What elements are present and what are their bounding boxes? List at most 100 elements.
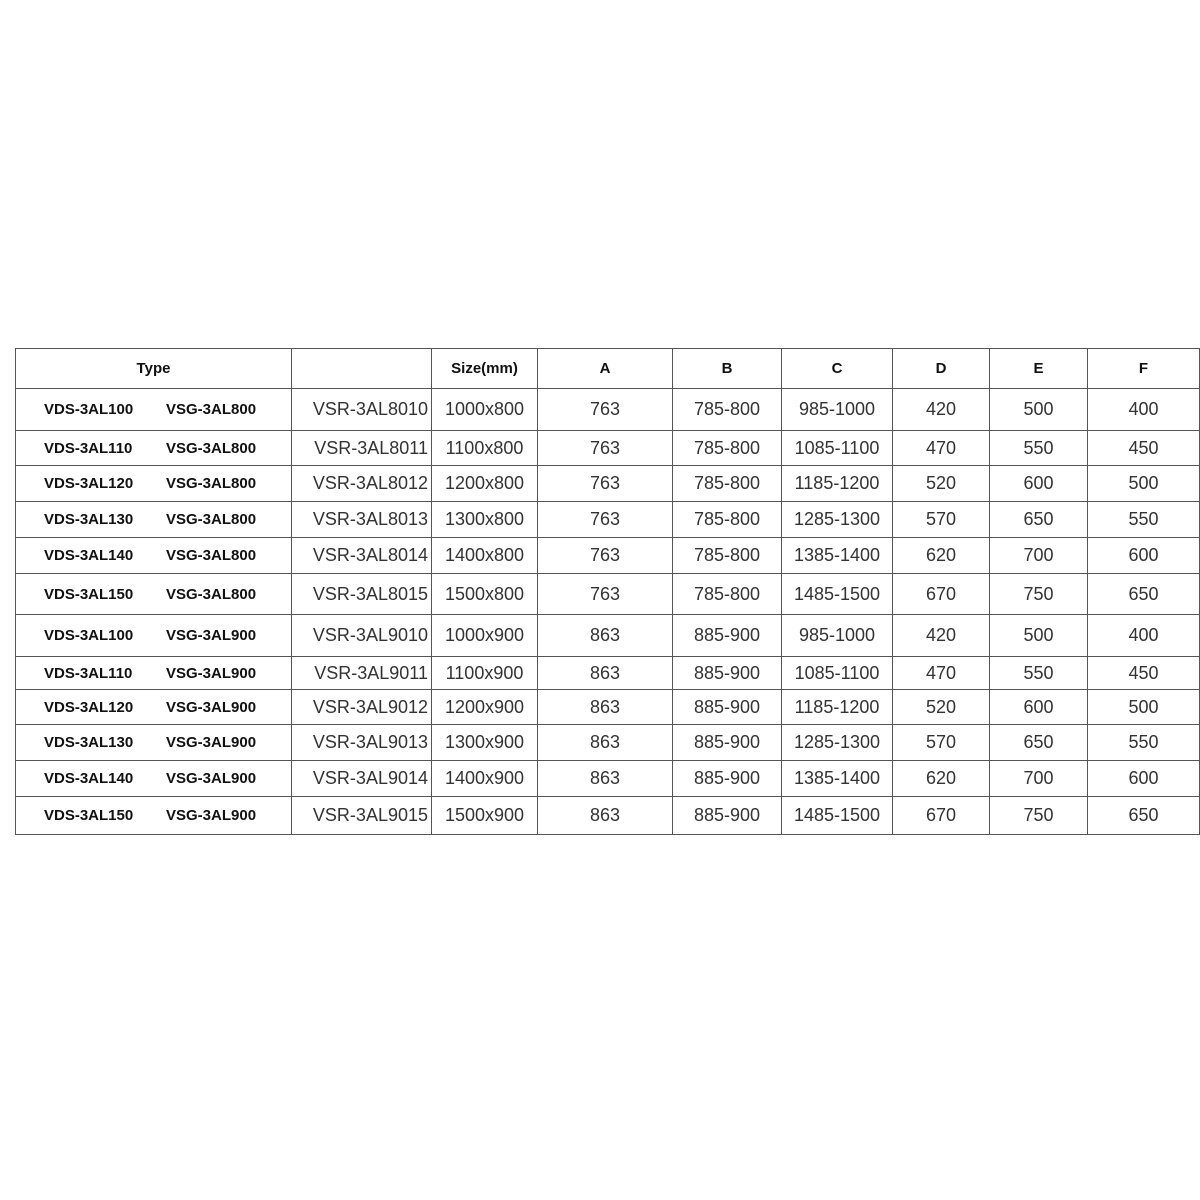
- vds-code: VDS-3AL100: [44, 627, 134, 644]
- cell-d: 620: [892, 760, 990, 797]
- header-f: F: [1087, 348, 1200, 389]
- header-b: B: [672, 348, 782, 389]
- cell-size: 1500x800: [431, 573, 538, 615]
- cell-c: 1185-1200: [781, 465, 893, 502]
- vds-code: VDS-3AL130: [44, 734, 134, 751]
- cell-d: 520: [892, 689, 990, 725]
- vds-code: VDS-3AL140: [44, 547, 134, 564]
- cell-f: 500: [1087, 465, 1200, 502]
- table-row: VDS-3AL130 VSG-3AL800 VSR-3AL8013 1300x800 7…: [15, 501, 1200, 538]
- cell-type: VDS-3AL140 VSG-3AL900: [15, 760, 292, 797]
- cell-model: VSR-3AL8011: [291, 430, 432, 466]
- vsg-code: VSG-3AL800: [166, 547, 257, 564]
- cell-c: 1085-1100: [781, 430, 893, 466]
- vsg-code: VSG-3AL900: [166, 734, 257, 751]
- cell-a: 763: [537, 501, 673, 538]
- cell-d: 470: [892, 430, 990, 466]
- vsg-code: VSG-3AL900: [166, 770, 257, 787]
- cell-size: 1200x800: [431, 465, 538, 502]
- cell-a: 763: [537, 537, 673, 574]
- table-body: VDS-3AL100 VSG-3AL800 VSR-3AL8010 1000x800 7…: [15, 388, 1200, 835]
- table-row: VDS-3AL140 VSG-3AL900 VSR-3AL9014 1400x900 8…: [15, 760, 1200, 797]
- cell-b: 785-800: [672, 465, 782, 502]
- cell-d: 420: [892, 614, 990, 657]
- header-a: A: [537, 348, 673, 389]
- vsg-code: VSG-3AL900: [166, 807, 257, 824]
- cell-b: 885-900: [672, 656, 782, 690]
- cell-size: 1100x900: [431, 656, 538, 690]
- cell-type: VDS-3AL110 VSG-3AL800: [15, 430, 292, 466]
- cell-type: VDS-3AL130 VSG-3AL900: [15, 724, 292, 761]
- cell-b: 785-800: [672, 388, 782, 431]
- cell-size: 1300x800: [431, 501, 538, 538]
- cell-a: 863: [537, 689, 673, 725]
- cell-e: 550: [989, 656, 1088, 690]
- vsg-code: VSG-3AL800: [166, 585, 257, 603]
- header-e: E: [989, 348, 1088, 389]
- cell-f: 400: [1087, 388, 1200, 431]
- cell-c: 1485-1500: [781, 573, 893, 615]
- cell-f: 600: [1087, 537, 1200, 574]
- cell-model: VSR-3AL9010: [291, 614, 432, 657]
- cell-b: 885-900: [672, 689, 782, 725]
- vds-code: VDS-3AL130: [44, 511, 134, 528]
- cell-c: 985-1000: [781, 388, 893, 431]
- cell-size: 1500x900: [431, 796, 538, 835]
- cell-d: 470: [892, 656, 990, 690]
- table-row: VDS-3AL110 VSG-3AL900 VSR-3AL9011 1100x900 8…: [15, 656, 1200, 690]
- cell-e: 650: [989, 501, 1088, 538]
- cell-b: 785-800: [672, 573, 782, 615]
- cell-type: VDS-3AL120 VSG-3AL800: [15, 465, 292, 502]
- cell-e: 600: [989, 689, 1088, 725]
- vds-code: VDS-3AL140: [44, 770, 134, 787]
- cell-type: VDS-3AL120 VSG-3AL900: [15, 689, 292, 725]
- cell-e: 650: [989, 724, 1088, 761]
- header-size: Size(mm): [431, 348, 538, 389]
- vds-code: VDS-3AL150: [44, 807, 134, 824]
- vsg-code: VSG-3AL800: [166, 439, 257, 457]
- vds-code: VDS-3AL150: [44, 585, 134, 603]
- cell-model: VSR-3AL9013: [291, 724, 432, 761]
- table-row: VDS-3AL140 VSG-3AL800 VSR-3AL8014 1400x800 7…: [15, 537, 1200, 574]
- cell-d: 670: [892, 573, 990, 615]
- vsg-code: VSG-3AL800: [166, 475, 257, 492]
- header-c: C: [781, 348, 893, 389]
- cell-model: VSR-3AL9012: [291, 689, 432, 725]
- cell-type: VDS-3AL110 VSG-3AL900: [15, 656, 292, 690]
- vds-code: VDS-3AL120: [44, 475, 134, 492]
- cell-e: 700: [989, 760, 1088, 797]
- cell-model: VSR-3AL8013: [291, 501, 432, 538]
- cell-b: 785-800: [672, 430, 782, 466]
- vsg-code: VSG-3AL900: [166, 698, 257, 716]
- cell-c: 1285-1300: [781, 724, 893, 761]
- cell-c: 1385-1400: [781, 760, 893, 797]
- cell-a: 763: [537, 465, 673, 502]
- cell-type: VDS-3AL150 VSG-3AL900: [15, 796, 292, 835]
- cell-c: 985-1000: [781, 614, 893, 657]
- cell-f: 400: [1087, 614, 1200, 657]
- cell-f: 550: [1087, 724, 1200, 761]
- cell-d: 520: [892, 465, 990, 502]
- table-row: VDS-3AL120 VSG-3AL800 VSR-3AL8012 1200x800 7…: [15, 465, 1200, 502]
- cell-size: 1000x800: [431, 388, 538, 431]
- cell-a: 763: [537, 573, 673, 615]
- cell-type: VDS-3AL130 VSG-3AL800: [15, 501, 292, 538]
- vsg-code: VSG-3AL800: [166, 511, 257, 528]
- cell-d: 570: [892, 501, 990, 538]
- cell-a: 863: [537, 760, 673, 797]
- cell-model: VSR-3AL9015: [291, 796, 432, 835]
- vsg-code: VSG-3AL800: [166, 401, 257, 418]
- vds-code: VDS-3AL100: [44, 401, 134, 418]
- cell-f: 650: [1087, 573, 1200, 615]
- table-row: VDS-3AL120 VSG-3AL900 VSR-3AL9012 1200x900 8…: [15, 689, 1200, 725]
- cell-b: 785-800: [672, 537, 782, 574]
- cell-a: 863: [537, 796, 673, 835]
- cell-a: 863: [537, 656, 673, 690]
- cell-f: 450: [1087, 656, 1200, 690]
- vsg-code: VSG-3AL900: [166, 627, 257, 644]
- cell-f: 650: [1087, 796, 1200, 835]
- header-model: [291, 348, 432, 389]
- cell-size: 1400x900: [431, 760, 538, 797]
- cell-size: 1400x800: [431, 537, 538, 574]
- cell-a: 763: [537, 430, 673, 466]
